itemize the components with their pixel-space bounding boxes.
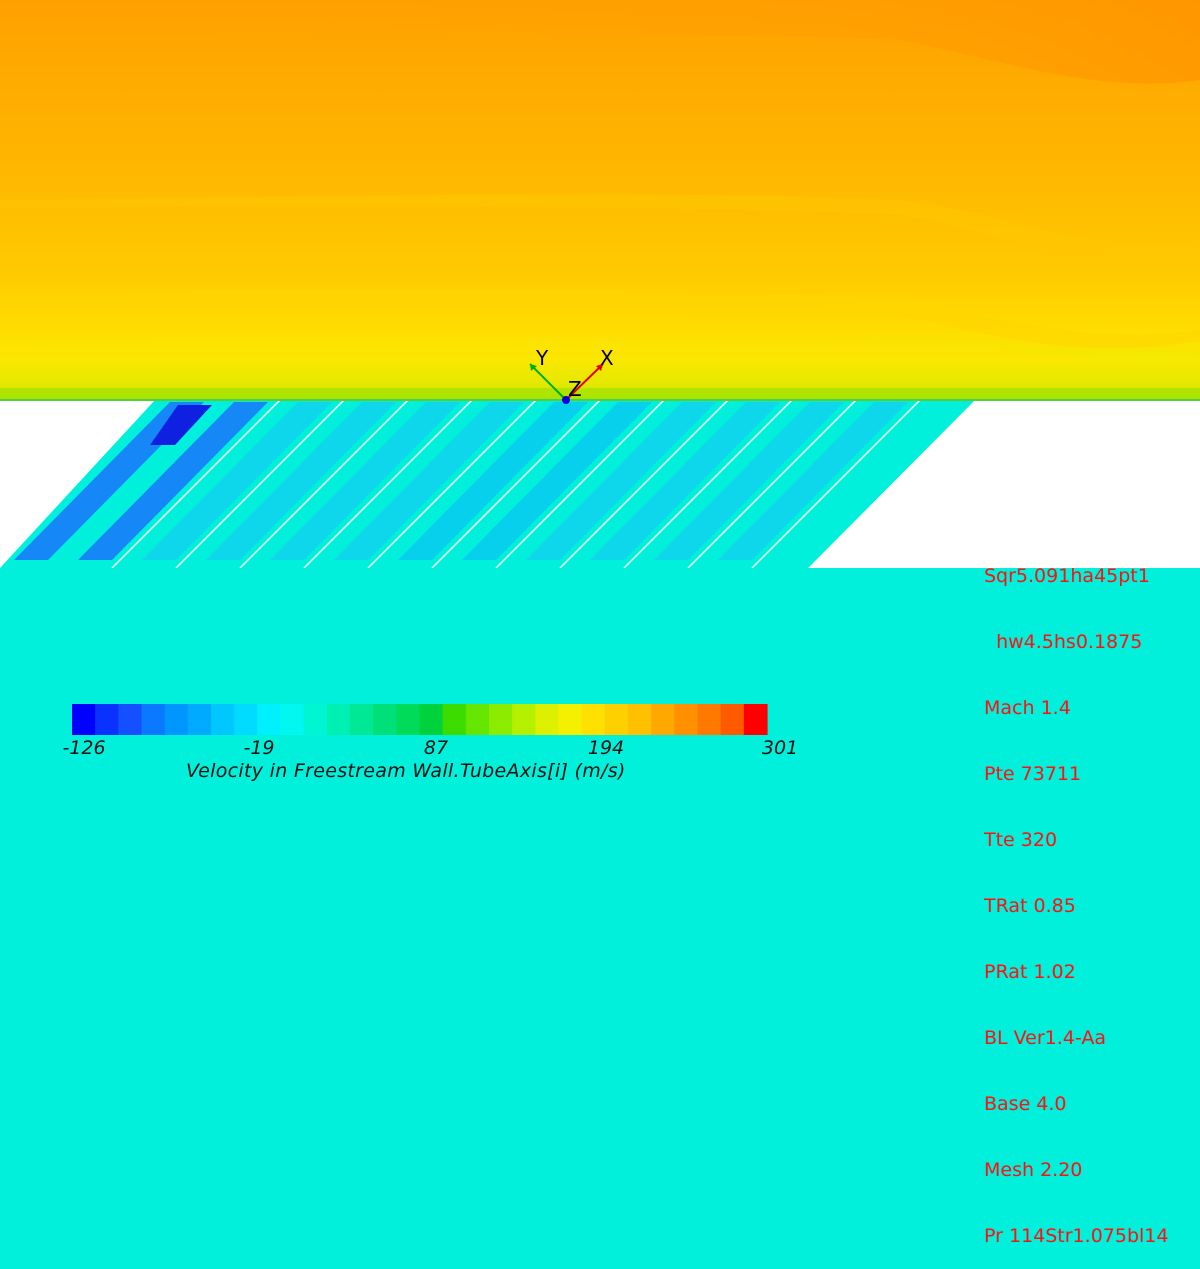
legend-color-swatch <box>628 704 652 735</box>
legend-color-swatch <box>697 704 722 735</box>
legend-color-swatch <box>95 704 119 735</box>
info-line: hw4.5hs0.1875 <box>984 631 1143 653</box>
info-line: Base 4.0 <box>984 1093 1067 1115</box>
y-axis-arrow <box>529 363 567 401</box>
contour-band <box>0 194 1200 260</box>
slot-low-velocity-region <box>398 402 588 560</box>
legend-color-swatch <box>187 704 212 735</box>
freestream-upper-band <box>0 0 1200 84</box>
x-axis-arrow <box>565 363 604 401</box>
slot-low-velocity-region <box>718 402 908 560</box>
legend-color-swatch <box>280 704 305 735</box>
legend-color-swatch <box>118 704 143 735</box>
slot-wall-line <box>367 399 537 569</box>
slot-wall-line <box>495 399 665 569</box>
z-axis-origin <box>562 396 570 404</box>
z-axis-label: Z <box>568 377 582 401</box>
simulation-info-panel: Sqr5.091ha45pt1 hw4.5hs0.1875 Mach 1.4 P… <box>984 521 1168 1269</box>
slot-group <box>14 399 1049 569</box>
contour-band <box>0 289 1200 349</box>
info-line: Mesh 2.20 <box>984 1159 1083 1181</box>
cfd-velocity-contour-view[interactable]: X Y Z <box>0 0 1200 800</box>
legend-color-swatch <box>211 704 235 735</box>
axis-triad: X Y Z <box>529 346 614 404</box>
legend-color-swatch <box>651 704 675 735</box>
legend-color-swatch <box>604 704 629 735</box>
slot-wall-line <box>687 399 857 569</box>
slot-low-velocity-region <box>334 402 524 560</box>
slot-low-velocity-region <box>654 402 844 560</box>
slot-wall-line <box>879 399 1049 569</box>
slot-deep-low-velocity-core <box>150 405 212 445</box>
slot-wall-line <box>239 399 409 569</box>
legend-color-swatch <box>720 704 745 735</box>
info-line: Mach 1.4 <box>984 697 1071 719</box>
legend-colorbar <box>72 704 768 735</box>
legend-color-swatch <box>512 704 536 735</box>
legend-color-swatch <box>72 704 96 735</box>
slot-wall-line <box>303 399 473 569</box>
legend-color-swatch <box>535 704 560 735</box>
x-axis-arrowhead <box>596 364 603 371</box>
x-axis-label: X <box>600 346 614 370</box>
legend-tick-label: 87 <box>423 737 449 759</box>
legend-color-swatch <box>442 704 467 735</box>
legend-color-swatch <box>303 704 328 735</box>
legend-color-swatch <box>465 704 490 735</box>
boundary-layer-green <box>0 388 1200 400</box>
y-axis-label: Y <box>535 346 549 370</box>
slot-low-velocity-region <box>206 402 396 560</box>
info-line: Sqr5.091ha45pt1 <box>984 565 1150 587</box>
slot-low-velocity-region <box>142 402 332 560</box>
slot-low-velocity-region <box>590 402 780 560</box>
legend-tick-label: -19 <box>243 737 275 759</box>
legend-color-swatch <box>141 704 166 735</box>
slot-low-velocity-region <box>462 402 652 560</box>
info-line: Pr 114Str1.075bl14 <box>984 1225 1169 1247</box>
slot-wall-line <box>111 399 281 569</box>
info-line: PRat 1.02 <box>984 961 1076 983</box>
legend-tick-label: 301 <box>761 737 799 759</box>
legend-color-swatch <box>419 704 444 735</box>
cavity-region <box>0 400 975 568</box>
legend-color-swatch <box>581 704 606 735</box>
legend-color-swatch <box>558 704 583 735</box>
void-region-right <box>808 400 1200 568</box>
slot-wall-line <box>559 399 729 569</box>
info-line: Tte 320 <box>984 829 1058 851</box>
slot-wall-line <box>623 399 793 569</box>
slot-low-velocity-region <box>78 402 268 560</box>
legend-color-swatch <box>350 704 374 735</box>
legend-color-swatch <box>326 704 351 735</box>
slot-wall-line <box>175 399 345 569</box>
legend-color-swatch <box>164 704 189 735</box>
plenum-region <box>0 568 1200 800</box>
slot-wall-line <box>751 399 921 569</box>
info-line: Pte 73711 <box>984 763 1082 785</box>
legend-color-swatch <box>257 704 282 735</box>
legend-color-swatch <box>674 704 699 735</box>
y-axis-arrowhead <box>530 364 537 371</box>
legend-color-swatch <box>743 704 768 735</box>
legend-color-swatch <box>234 704 258 735</box>
slot-wall-line <box>431 399 601 569</box>
legend-color-swatch <box>489 704 513 735</box>
slot-wall-line <box>815 399 985 569</box>
legend-color-swatch <box>373 704 397 735</box>
legend-color-swatch <box>396 704 421 735</box>
slot-low-velocity-region <box>270 402 460 560</box>
legend-tick-label: -126 <box>62 737 106 759</box>
info-line: TRat 0.85 <box>984 895 1076 917</box>
legend-tick-label: 194 <box>587 737 625 759</box>
slot-low-velocity-region <box>526 402 716 560</box>
info-line: BL Ver1.4-Aa <box>984 1027 1106 1049</box>
legend-title: Velocity in Freestream Wall.TubeAxis[i] … <box>186 760 626 782</box>
